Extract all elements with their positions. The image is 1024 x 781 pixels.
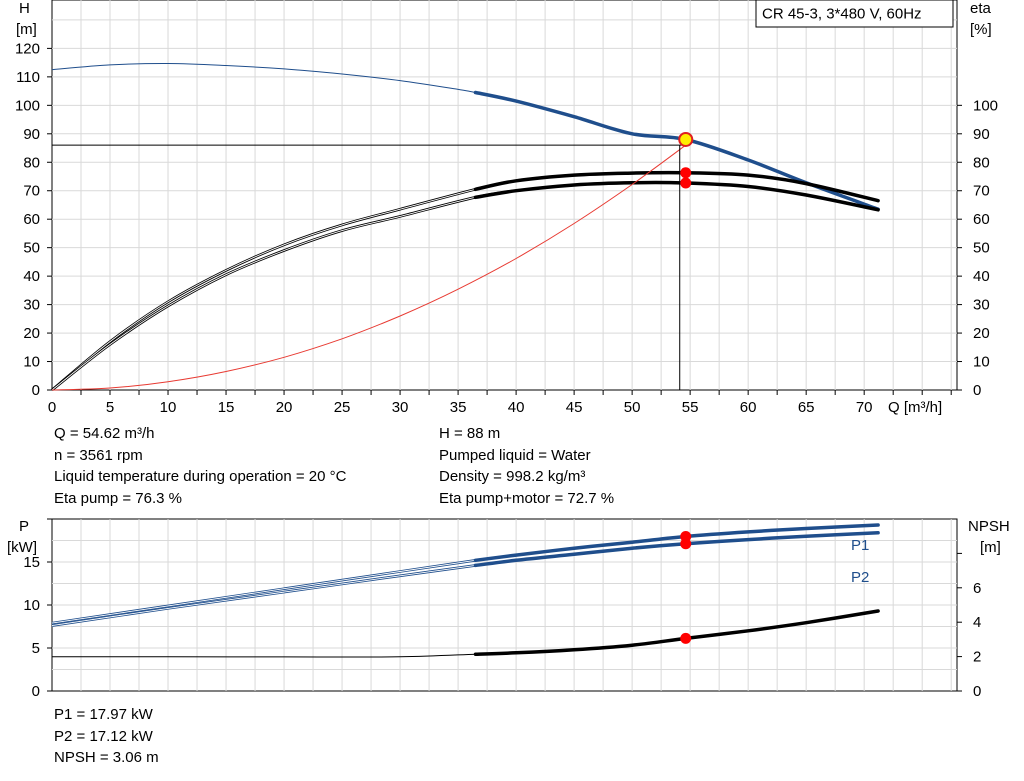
top-chart-curves [51,62,880,392]
head-tick-label: 110 [16,69,40,86]
npsh-axis-label: NPSH [968,518,1010,535]
x-tick-label: 65 [798,399,815,416]
x-tick-label: 0 [48,399,56,416]
npsh-tick-label: 2 [973,649,981,666]
bottom-chart-grid [51,518,958,692]
p2-value: P2 = 17.12 kW [54,727,153,745]
eta-pump-point [680,167,692,179]
npsh-value: NPSH = 3.06 m [54,749,159,767]
flow-value: Q = 54.62 m³/h [54,425,155,442]
top-plot-frame [51,0,958,391]
eta-pump-motor-value: Eta pump+motor = 72.7 % [439,490,615,508]
P1-curve [473,523,880,563]
eta-axis-unit: [%] [970,21,992,38]
npsh-curve-extension [51,610,879,658]
eta-axis-label: eta [970,0,992,17]
eta-pump-value: Eta pump = 76.3 % [54,490,182,508]
speed-value: n = 3561 rpm [54,446,143,464]
npsh-axis-unit: [m] [980,539,1001,556]
x-tick-label: 25 [334,399,351,416]
npsh-curve [473,609,880,656]
x-tick-label: 45 [566,399,583,416]
x-tick-label: 20 [276,399,293,416]
head-tick-label: 70 [23,183,40,200]
p1-value: P1 = 17.97 kW [54,706,153,723]
eta-pump-motor-point [680,177,692,189]
operating-info-left: Q = 54.62 m³/h n = 3561 rpm Liquid tempe… [54,423,346,510]
flow-axis-label: Q [m³/h] [888,399,942,416]
npsh-tick-label: 6 [973,580,981,597]
x-tick-label: 55 [682,399,699,416]
liquid-temperature-value: Liquid temperature during operation = 20… [54,468,347,486]
npsh-tick-label: 0 [973,683,981,700]
head-tick-label: 0 [32,382,40,399]
P2-curve-inner [51,532,879,627]
density-value: Density = 998.2 kg/m³ [439,468,586,486]
head-tick-label: 20 [23,325,40,342]
power-tick-label: 5 [32,640,40,657]
eta-tick-label: 20 [973,325,990,342]
npsh-tick-label: 4 [973,614,981,631]
chart-title-box [755,0,954,28]
power-info: P1 = 17.97 kW P2 = 17.12 kW NPSH = 3.06 … [54,704,159,769]
head-tick-label: 60 [23,211,40,228]
p1-curve-label: P1 [851,537,869,554]
p2-point [680,538,692,550]
x-tick-label: 30 [392,399,409,416]
x-tick-label: 10 [160,399,177,416]
head-tick-label: 120 [15,40,40,57]
eta-tick-label: 90 [973,126,990,143]
eta-tick-label: 100 [973,97,998,114]
x-tick-label: 35 [450,399,467,416]
eta-tick-label: 40 [973,268,990,285]
eta-tick-label: 30 [973,297,990,314]
eta-tick-label: 80 [973,154,990,171]
x-tick-label: 50 [624,399,641,416]
duty-point-marker [678,131,694,147]
power-tick-label: 10 [23,597,40,614]
x-tick-label: 70 [856,399,873,416]
power-tick-label: 15 [23,554,40,571]
head-tick-label: 50 [23,240,40,257]
eta_pump-curve-inner [51,172,879,391]
eta-tick-label: 0 [973,382,981,399]
eta-tick-label: 50 [973,240,990,257]
eta_pump-curve [473,170,880,203]
p2-curve-label: P2 [851,569,869,586]
head-tick-label: 40 [23,268,40,285]
head-curve [473,90,880,211]
head-tick-label: 80 [23,154,40,171]
head-tick-label: 10 [23,354,40,371]
eta_pump_motor-curve [473,180,880,212]
eta-tick-label: 60 [973,211,990,228]
chart-title: CR 45-3, 3*480 V, 60Hz [762,6,922,23]
bottom-chart-curves [51,523,880,658]
power-axis-label: P [19,518,29,535]
power-axis-unit: [kW] [7,539,37,556]
x-tick-label: 40 [508,399,525,416]
eta-tick-label: 70 [973,183,990,200]
head-axis-label: H [19,0,30,17]
P2-curve-outline [51,531,879,627]
head-tick-label: 90 [23,126,40,143]
head-axis-unit: [m] [16,21,37,38]
head-tick-label: 100 [15,97,40,114]
operating-info-right: H = 88 m Pumped liquid = Water Density =… [439,423,614,510]
P2-curve [473,531,880,568]
x-tick-label: 15 [218,399,235,416]
head-value: H = 88 m [439,425,501,442]
eta_pump-curve-outline [51,171,879,391]
head-tick-label: 30 [23,297,40,314]
power-tick-label: 0 [32,683,40,700]
eta-tick-label: 10 [973,354,990,371]
npsh-point [680,632,692,644]
chart-labels: 0 5 10 15 20 25 30 35 40 45 50 55 60 65 70010203040506… [15,40,998,700]
pumped-liquid-value: Pumped liquid = Water [439,446,591,464]
x-tick-label: 60 [740,399,757,416]
x-tick-label: 5 [106,399,114,416]
system_curve-curve [51,144,686,391]
